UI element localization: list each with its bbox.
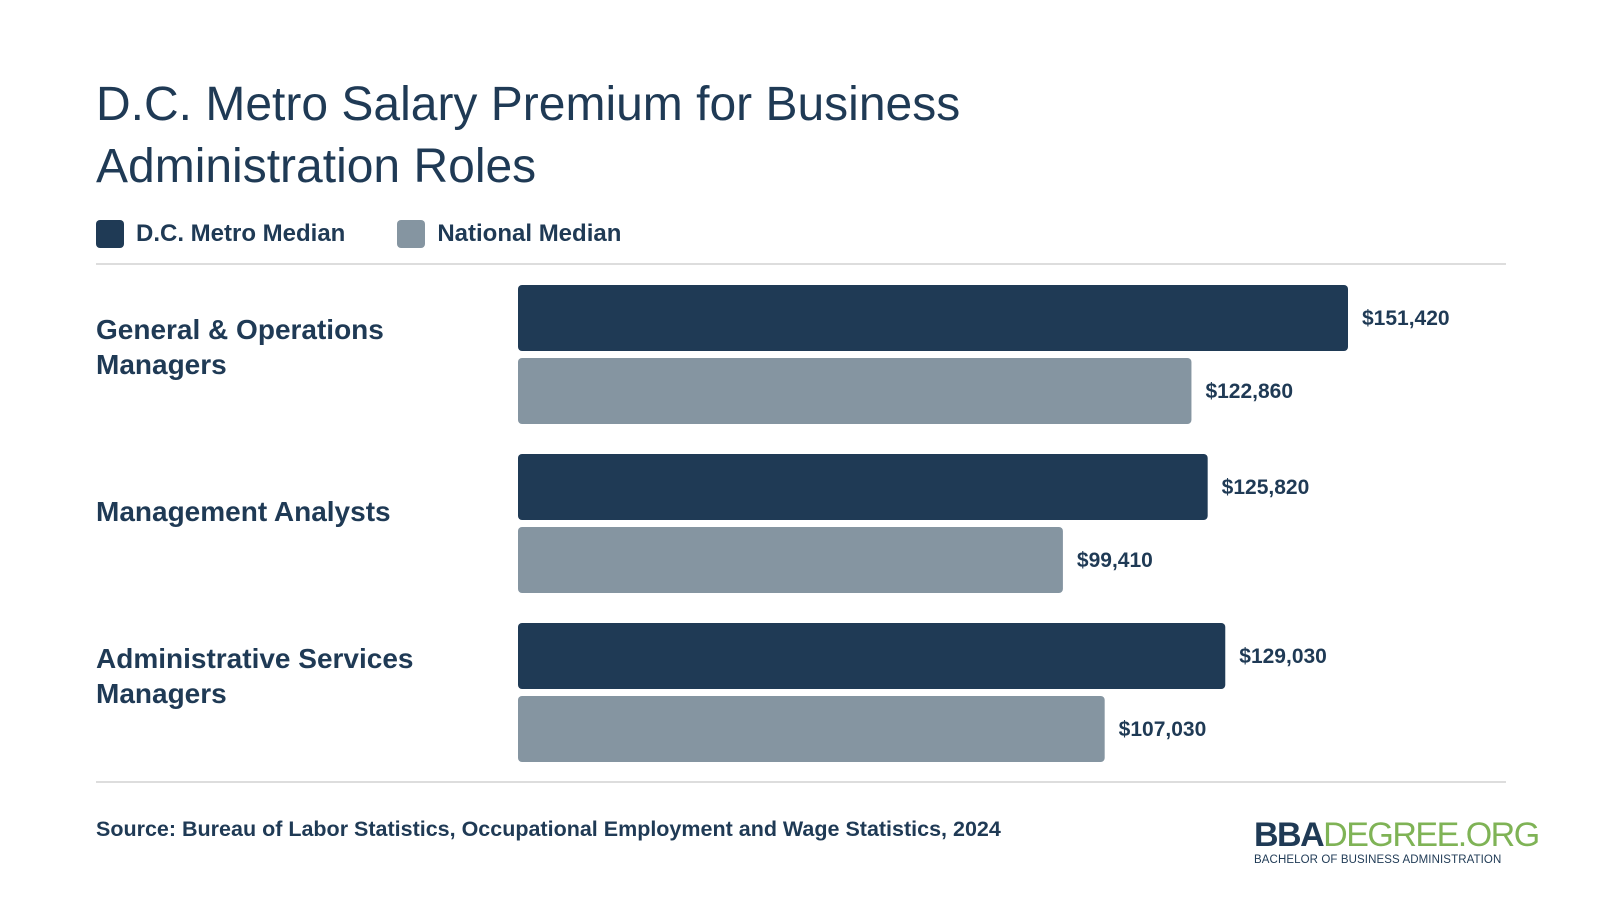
bottom-divider — [96, 781, 1506, 783]
bar-management-analysts-national — [518, 527, 1063, 593]
legend-item-national: National Median — [397, 220, 621, 248]
bar-administrative-services-national — [518, 696, 1105, 762]
category-label-management-analysts: Management Analysts — [96, 496, 391, 527]
category-label-administrative-services: Administrative Services Managers — [96, 643, 414, 709]
value-label-administrative-services-dc-metro: $129,030 — [1239, 645, 1327, 668]
category-label-general-operations: General & Operations Managers — [96, 314, 384, 380]
source-note: Source: Bureau of Labor Statistics, Occu… — [96, 817, 1001, 841]
logo-tagline: BACHELOR OF BUSINESS ADMINISTRATION — [1254, 854, 1502, 866]
logo-wordmark: BBADEGREE.ORG — [1254, 816, 1540, 854]
legend-swatch-national — [397, 220, 426, 248]
legend-item-dc-metro: D.C. Metro Median — [96, 220, 345, 248]
value-label-general-operations-national: $122,860 — [1205, 380, 1293, 403]
bar-management-analysts-dc-metro — [518, 454, 1208, 520]
logo-part-bba: BBA — [1254, 816, 1325, 854]
chart-title: D.C. Metro Salary Premium for Business A… — [96, 78, 961, 193]
top-divider — [96, 263, 1506, 265]
bar-general-operations-dc-metro — [518, 285, 1348, 351]
value-label-general-operations-dc-metro: $151,420 — [1362, 307, 1450, 330]
logo-part-degree: DEGREE.ORG — [1323, 816, 1540, 854]
legend: D.C. Metro Median National Median — [96, 220, 673, 248]
legend-label-dc-metro: D.C. Metro Median — [136, 220, 346, 247]
bar-administrative-services-dc-metro — [518, 623, 1226, 689]
value-label-management-analysts-national: $99,410 — [1077, 549, 1153, 572]
legend-label-national: National Median — [437, 220, 622, 247]
bar-general-operations-national — [518, 358, 1192, 424]
value-label-management-analysts-dc-metro: $125,820 — [1222, 476, 1310, 499]
brand-logo: BBADEGREE.ORG BACHELOR OF BUSINESS ADMIN… — [1254, 816, 1540, 867]
value-label-administrative-services-national: $107,030 — [1119, 718, 1207, 741]
legend-swatch-dc-metro — [96, 220, 124, 248]
